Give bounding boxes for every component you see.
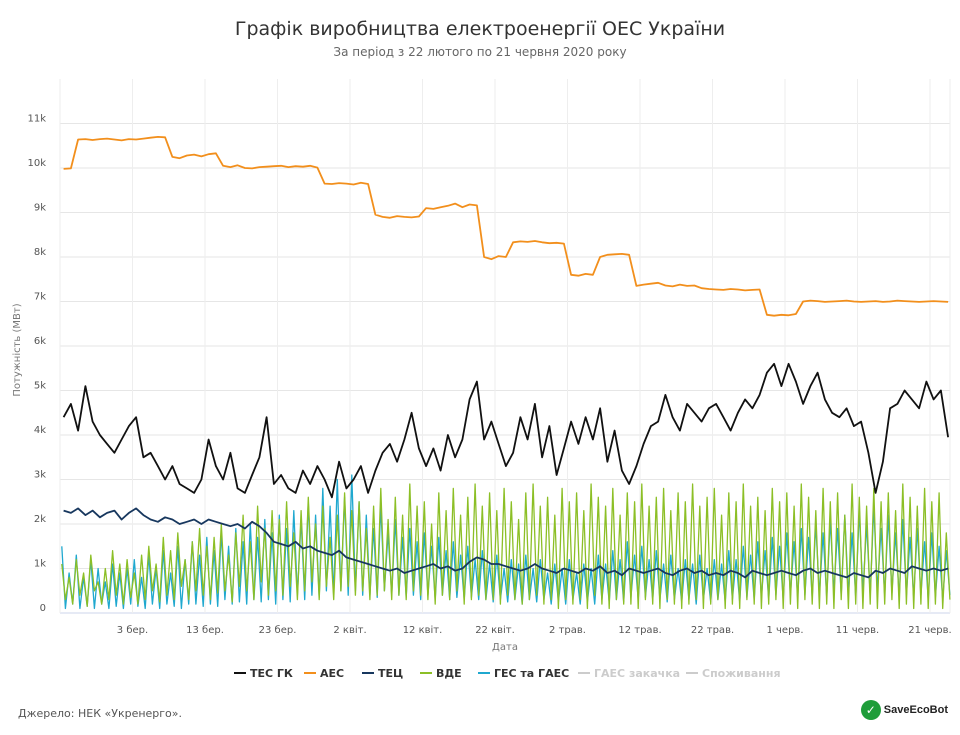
x-tick-label: 22 трав. — [691, 625, 734, 636]
saveecobot-logo[interactable]: ✓ SaveEcoBot — [860, 700, 948, 720]
chart-title: Графік виробництва електроенергії ОЕС Ук… — [234, 18, 726, 40]
y-tick-label: 10k — [27, 158, 46, 169]
legend: ТЕС ГК АЕС ТЕЦ ВДЕ ГЕС та ГАЕС ГАЕС закачка Сп… — [234, 667, 781, 680]
y-tick-label: 8k — [34, 247, 46, 258]
series-line-0[interactable] — [62, 362, 949, 499]
x-tick-label: 12 трав. — [618, 625, 661, 636]
y-tick-label: 2k — [34, 514, 46, 525]
legend-label: ГЕС та ГАЕС — [494, 667, 569, 680]
y-tick-label: 5k — [34, 381, 46, 392]
x-tick-label: 2 квіт. — [333, 624, 366, 636]
legend-item[interactable]: ТЕЦ — [362, 667, 403, 680]
x-tick-label: 11 черв. — [836, 625, 879, 636]
y-tick-label: 6k — [34, 336, 46, 347]
legend-item[interactable]: ВДЕ — [420, 667, 462, 680]
x-tick-label: 1 черв. — [766, 625, 803, 636]
x-tick-label: 2 трав. — [549, 625, 586, 636]
x-tick-label: 12 квіт. — [403, 624, 443, 636]
x-tick-label: 22 квіт. — [475, 624, 515, 636]
y-axis-ticks: 0 1k 2k 3k 4k 5k 6k 7k 8k 9k 10k 11k — [27, 114, 46, 615]
y-tick-label: 4k — [34, 425, 46, 436]
series-line-3[interactable] — [61, 483, 951, 610]
x-axis-ticks: 3 бер. 13 бер. 23 бер. 2 квіт. 12 квіт. 22 кв… — [117, 624, 952, 636]
x-tick-label: 13 бер. — [186, 625, 224, 636]
legend-label: Споживання — [702, 667, 781, 680]
legend-label: ТЕС ГК — [250, 667, 293, 680]
y-tick-label: 1k — [34, 559, 46, 570]
chart-subtitle: За період з 22 лютого по 21 червня 2020 … — [333, 45, 627, 59]
y-tick-label: 11k — [27, 114, 46, 125]
series-line-1[interactable] — [63, 135, 949, 317]
y-axis-title: Потужність (МВт) — [11, 303, 23, 396]
x-tick-label: 21 черв. — [908, 625, 951, 636]
x-tick-label: 3 бер. — [117, 625, 148, 636]
y-tick-label: 0 — [40, 603, 46, 614]
source-note: Джерело: НЕК «Укренерго». — [18, 707, 183, 720]
legend-item[interactable]: ТЕС ГК — [234, 667, 293, 680]
grid — [59, 79, 951, 614]
legend-label: ГАЕС закачка — [594, 667, 680, 680]
legend-label: ТЕЦ — [378, 667, 403, 680]
x-axis-title: Дата — [492, 642, 518, 653]
legend-item[interactable]: АЕС — [304, 667, 344, 680]
legend-label: АЕС — [320, 667, 344, 680]
series-line-2[interactable] — [63, 507, 949, 579]
y-tick-label: 3k — [34, 470, 46, 481]
y-tick-label: 9k — [34, 203, 46, 214]
series-lines — [61, 135, 951, 610]
y-tick-label: 7k — [34, 292, 46, 303]
legend-item[interactable]: ГЕС та ГАЕС — [478, 667, 569, 680]
leaf-logo-icon: ✓ — [860, 700, 881, 720]
x-tick-label: 23 бер. — [259, 625, 297, 636]
legend-label: ВДЕ — [436, 667, 462, 680]
legend-item[interactable]: ГАЕС закачка — [578, 667, 680, 680]
logo-text: SaveEcoBot — [883, 704, 948, 716]
legend-item[interactable]: Споживання — [686, 667, 781, 680]
